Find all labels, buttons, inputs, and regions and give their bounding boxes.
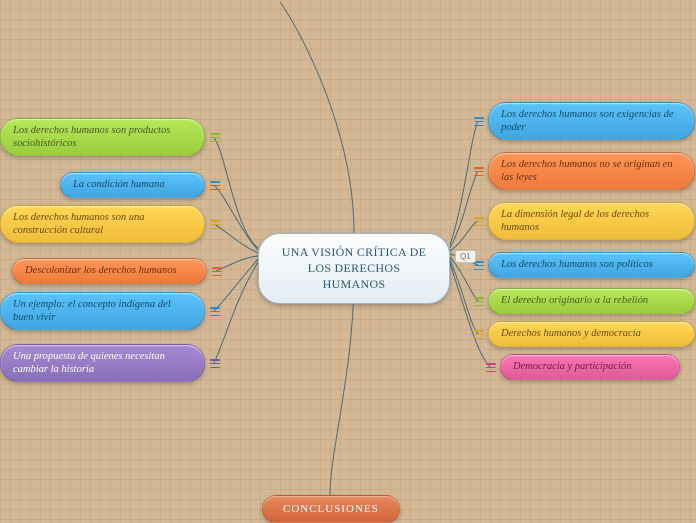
- expand-icon[interactable]: [474, 297, 484, 306]
- center-node[interactable]: UNA VISIÓN CRÍTICA DELOS DERECHOS HUMANO…: [258, 233, 450, 304]
- mindmap-node[interactable]: Descolonizar los derechos humanos: [12, 258, 207, 284]
- mindmap-node[interactable]: Una propuesta de quienes necesitan cambi…: [0, 344, 205, 382]
- mindmap-node[interactable]: La condición humana: [60, 172, 205, 198]
- mindmap-node[interactable]: Los derechos humanos son una construcció…: [0, 205, 205, 243]
- expand-icon[interactable]: [474, 167, 484, 176]
- mindmap-node[interactable]: Los derechos humanos no se originan en l…: [488, 152, 695, 190]
- expand-icon[interactable]: [474, 117, 484, 126]
- expand-icon[interactable]: [210, 133, 220, 142]
- mindmap-node[interactable]: El derecho originario a la rebelión: [488, 288, 695, 314]
- mindmap-node[interactable]: Los derechos humanos son exigencias de p…: [488, 102, 695, 140]
- expand-icon[interactable]: [210, 181, 220, 190]
- expand-icon[interactable]: [474, 330, 484, 339]
- expand-icon[interactable]: [486, 363, 496, 372]
- mindmap-node[interactable]: Derechos humanos y democracia: [488, 321, 695, 347]
- expand-icon[interactable]: [474, 217, 484, 226]
- mindmap-node[interactable]: Un ejemplo: el concepto indígena del bue…: [0, 292, 205, 330]
- expand-icon[interactable]: [212, 267, 222, 276]
- mindmap-node[interactable]: Los derechos humanos son políticos: [488, 252, 695, 278]
- expand-icon[interactable]: [474, 261, 484, 270]
- expand-icon[interactable]: [210, 359, 220, 368]
- center-line2: LOS DERECHOS HUMANOS: [277, 260, 431, 292]
- expand-icon[interactable]: [210, 307, 220, 316]
- center-line1: UNA VISIÓN CRÍTICA DE: [277, 244, 431, 260]
- mindmap-node[interactable]: Democracia y participación: [500, 354, 680, 380]
- conclusions-node[interactable]: CONCLUSIONES: [262, 495, 400, 523]
- mindmap-node[interactable]: La dimensión legal de los derechos human…: [488, 202, 695, 240]
- tag-badge: Q1: [455, 250, 476, 263]
- expand-icon[interactable]: [210, 220, 220, 229]
- mindmap-node[interactable]: Los derechos humanos son productos socio…: [0, 118, 205, 156]
